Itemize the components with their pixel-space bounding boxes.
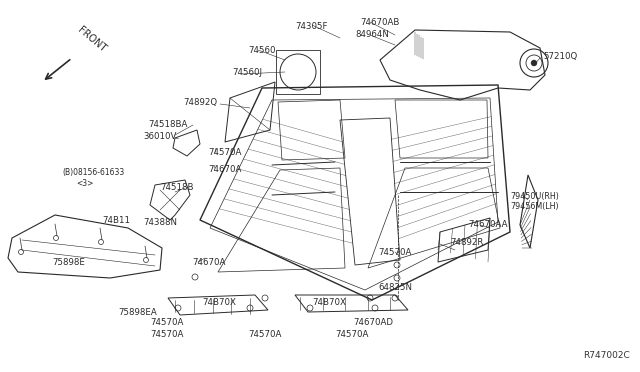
- Text: (B)08156-61633: (B)08156-61633: [62, 168, 124, 177]
- Text: 74B70X: 74B70X: [202, 298, 236, 307]
- Text: 74518B: 74518B: [160, 183, 193, 192]
- Text: 74560: 74560: [248, 46, 275, 55]
- Text: 74570A: 74570A: [248, 330, 282, 339]
- Text: FRONT: FRONT: [76, 25, 108, 54]
- Bar: [276, 50, 320, 94]
- Text: 74570A: 74570A: [335, 330, 369, 339]
- Text: R747002C: R747002C: [583, 351, 630, 360]
- Text: 74388N: 74388N: [143, 218, 177, 227]
- Text: 79456M(LH): 79456M(LH): [510, 202, 559, 211]
- Text: 74570A: 74570A: [150, 330, 184, 339]
- Text: 74670AD: 74670AD: [353, 318, 393, 327]
- Text: 74305F: 74305F: [295, 22, 328, 31]
- Text: 79450U(RH): 79450U(RH): [510, 192, 559, 201]
- Text: 74670AA: 74670AA: [468, 220, 508, 229]
- Text: 74B11: 74B11: [102, 216, 130, 225]
- Text: 75898EA: 75898EA: [118, 308, 157, 317]
- Text: 57210Q: 57210Q: [543, 52, 577, 61]
- Text: 74670A: 74670A: [192, 258, 225, 267]
- Text: <3>: <3>: [76, 179, 93, 188]
- Text: 64825N: 64825N: [378, 283, 412, 292]
- Text: 75898E: 75898E: [52, 258, 85, 267]
- Text: 74670A: 74670A: [208, 165, 241, 174]
- Text: 74518BA: 74518BA: [148, 120, 188, 129]
- Text: 74560J: 74560J: [232, 68, 262, 77]
- Text: 74570A: 74570A: [150, 318, 184, 327]
- Text: 74670AB: 74670AB: [360, 18, 399, 27]
- Text: 74B70X: 74B70X: [312, 298, 346, 307]
- Text: 84964N: 84964N: [355, 30, 389, 39]
- Text: 74892Q: 74892Q: [183, 98, 217, 107]
- Text: 74570A: 74570A: [378, 248, 412, 257]
- Circle shape: [531, 60, 537, 66]
- Text: 74892R: 74892R: [450, 238, 483, 247]
- Text: 74570A: 74570A: [208, 148, 241, 157]
- Text: 36010V: 36010V: [143, 132, 177, 141]
